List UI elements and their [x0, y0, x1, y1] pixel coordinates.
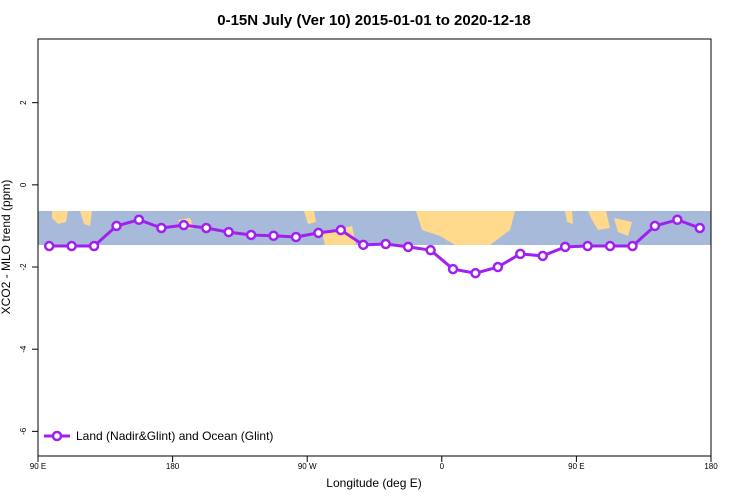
y-axis-label: XCO2 - MLO trend (ppm): [0, 180, 13, 315]
x-tick-label: 90 E: [568, 462, 584, 471]
point: [402, 241, 414, 253]
point: [582, 240, 593, 252]
x-tick-label: 180: [166, 462, 180, 471]
y-tick-label: 2: [19, 100, 28, 105]
point: [313, 227, 324, 239]
point: [492, 261, 504, 273]
point: [672, 214, 683, 226]
legend-label: Land (Nadir&Glint) and Ocean (Glint): [76, 429, 273, 443]
land: [416, 211, 515, 245]
point: [604, 240, 616, 252]
legend-marker: [51, 430, 63, 442]
point: [88, 240, 100, 252]
point: [156, 222, 167, 234]
point: [335, 224, 347, 236]
land: [52, 211, 92, 226]
point: [537, 250, 548, 262]
x-tick-label: 0: [440, 462, 445, 471]
point: [290, 231, 302, 243]
y-tick-label: -4: [19, 345, 28, 353]
point: [380, 238, 391, 250]
point: [470, 267, 481, 279]
land: [304, 211, 356, 245]
x-axis-label: Longitude (deg E): [326, 476, 421, 490]
point: [245, 229, 257, 241]
x-tick-label: 90 W: [298, 462, 317, 471]
point: [649, 220, 661, 232]
plot-frame: [37, 38, 712, 457]
y-tick-label: 0: [19, 182, 28, 187]
point: [627, 240, 638, 252]
point: [111, 220, 122, 232]
point: [559, 241, 571, 253]
point: [66, 240, 77, 252]
y-tick-label: -6: [19, 427, 28, 435]
point: [133, 214, 145, 226]
point: [358, 239, 369, 251]
point: [178, 219, 190, 231]
point: [201, 222, 212, 234]
point: [43, 240, 55, 252]
chart-title: 0-15N July (Ver 10) 2015-01-01 to 2020-1…: [217, 12, 531, 29]
point: [694, 222, 706, 234]
point: [425, 244, 436, 256]
land: [565, 211, 632, 236]
point: [223, 226, 234, 238]
point: [447, 263, 459, 275]
x-tick-label: 180: [704, 462, 718, 471]
point: [515, 248, 526, 260]
y-tick-label: -2: [19, 263, 28, 271]
x-tick-label: 90 E: [30, 462, 46, 471]
point: [268, 230, 279, 242]
